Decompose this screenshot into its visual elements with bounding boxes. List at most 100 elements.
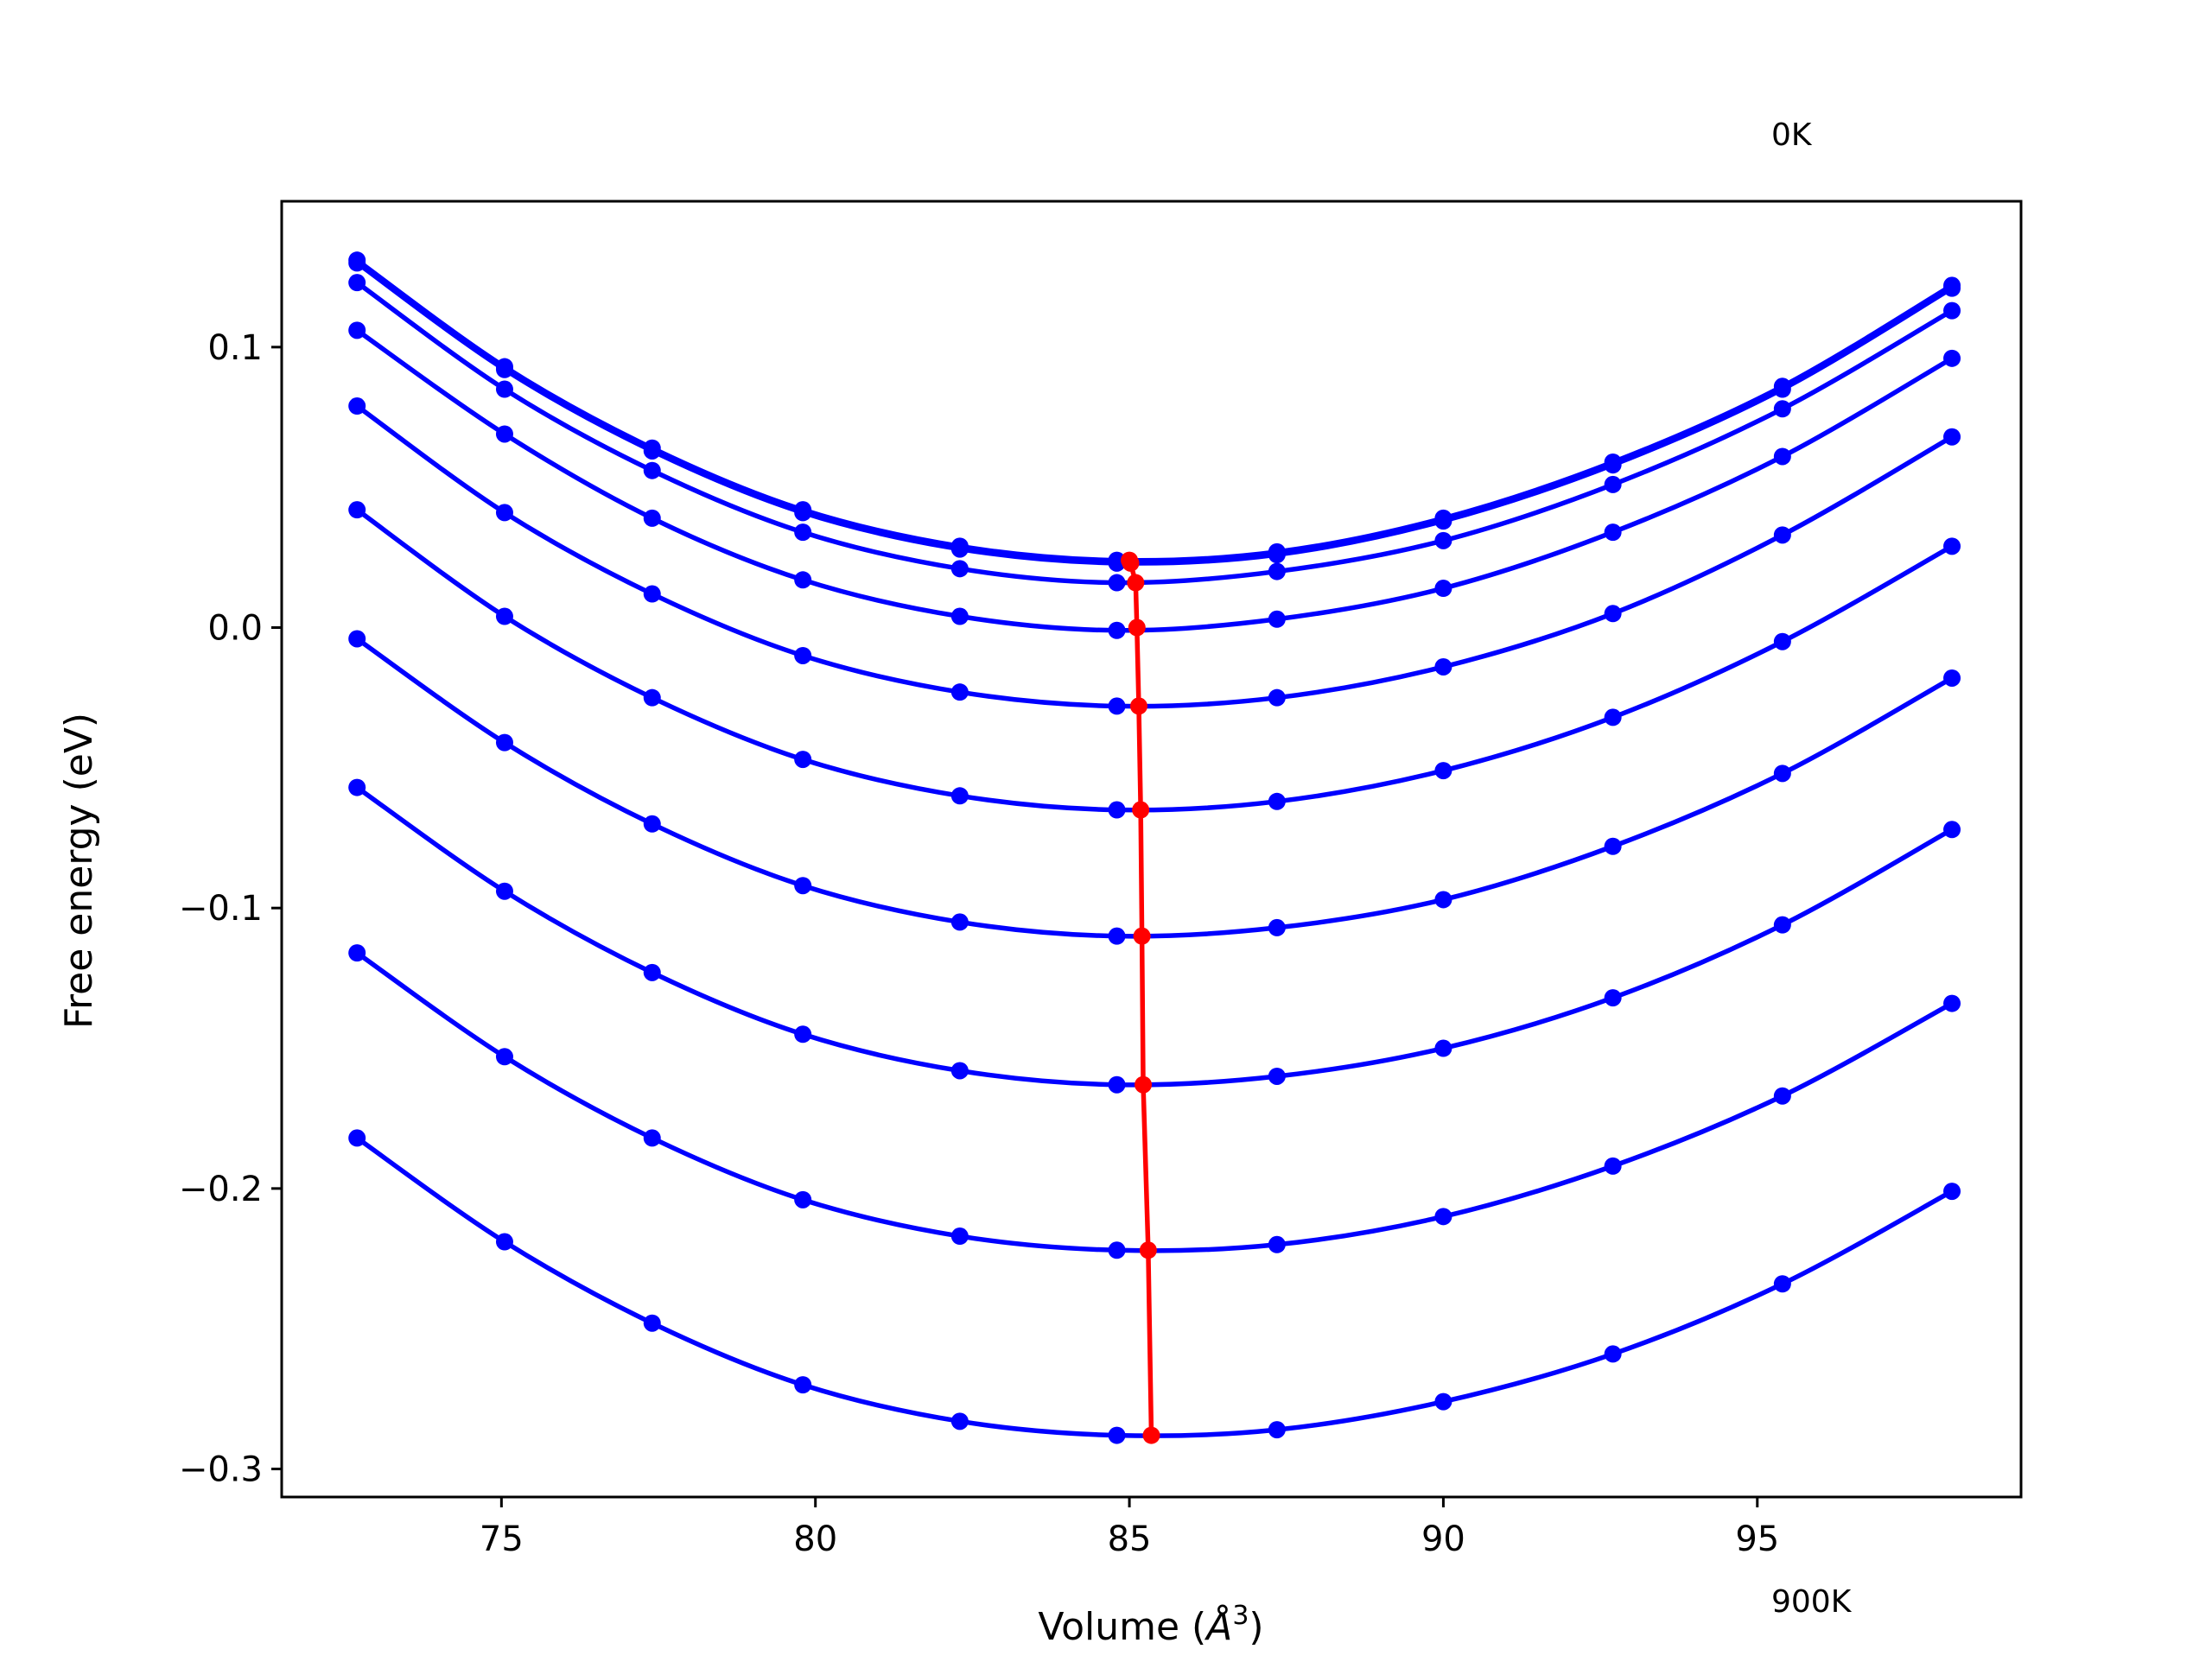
- series-line-500K: [355, 507, 1954, 813]
- data-point-600K-5: [1108, 927, 1126, 945]
- data-point-600K-8: [1604, 837, 1622, 855]
- data-point-600K-7: [1434, 891, 1452, 909]
- data-point-700K-6: [1268, 1067, 1286, 1085]
- data-point-200K-8: [1604, 475, 1622, 493]
- data-point-400K-9: [1773, 526, 1791, 544]
- data-point-900K-5: [1108, 1426, 1126, 1444]
- minimum-point-2: [1127, 574, 1145, 592]
- data-point-200K-7: [1434, 531, 1452, 549]
- data-point-500K-10: [1943, 537, 1961, 555]
- data-point-100K-9: [1773, 380, 1791, 398]
- data-point-600K-6: [1268, 918, 1286, 936]
- minimum-point-9: [1142, 1426, 1160, 1444]
- data-point-800K-8: [1604, 1157, 1622, 1175]
- data-point-900K-2: [643, 1314, 661, 1332]
- minimum-point-8: [1139, 1241, 1157, 1259]
- y-tick-label-3: −0.2: [179, 1170, 263, 1209]
- data-point-800K-5: [1108, 1241, 1126, 1259]
- data-point-200K-9: [1773, 400, 1791, 418]
- data-point-400K-7: [1434, 657, 1452, 676]
- data-point-400K-4: [950, 683, 969, 701]
- series-line-400K: [355, 403, 1954, 709]
- data-point-300K-4: [950, 607, 969, 625]
- data-point-400K-2: [643, 585, 661, 603]
- data-point-700K-2: [643, 963, 661, 981]
- data-point-700K-5: [1108, 1075, 1126, 1094]
- data-point-100K-1: [495, 360, 513, 378]
- data-point-100K-3: [794, 504, 812, 522]
- data-point-700K-7: [1434, 1039, 1452, 1057]
- annotation-900k: 900K: [1771, 1584, 1853, 1620]
- data-point-900K-9: [1773, 1275, 1791, 1293]
- x-tick-label-80: 80: [793, 1519, 837, 1559]
- minimum-point-7: [1135, 1075, 1153, 1094]
- y-axis-ticks: 0.1 0.0 −0.1 −0.2 −0.3: [179, 328, 282, 1490]
- data-point-500K-9: [1773, 632, 1791, 650]
- data-point-800K-6: [1268, 1235, 1286, 1253]
- data-point-700K-4: [950, 1062, 969, 1080]
- data-point-400K-10: [1943, 428, 1961, 446]
- data-point-400K-0: [348, 397, 366, 416]
- minima-line: [1121, 551, 1160, 1444]
- data-point-200K-6: [1268, 562, 1286, 580]
- data-point-500K-3: [794, 751, 812, 769]
- data-point-400K-3: [794, 646, 812, 664]
- data-point-100K-8: [1604, 456, 1622, 474]
- x-tick-label-85: 85: [1108, 1519, 1152, 1559]
- data-point-200K-0: [348, 274, 366, 292]
- minimum-point-5: [1132, 801, 1150, 819]
- data-point-900K-10: [1943, 1183, 1961, 1201]
- minimum-point-1: [1122, 554, 1140, 572]
- data-point-300K-9: [1773, 447, 1791, 466]
- y-axis-label: Free energy (eV): [57, 713, 101, 1029]
- data-point-200K-1: [495, 380, 513, 398]
- series-points: [348, 251, 1961, 1444]
- data-point-200K-10: [1943, 301, 1961, 320]
- data-point-600K-3: [794, 877, 812, 895]
- data-point-500K-2: [643, 688, 661, 707]
- y-tick-label-4: −0.3: [179, 1450, 263, 1490]
- data-point-700K-3: [794, 1025, 812, 1044]
- data-point-600K-9: [1773, 764, 1791, 783]
- data-point-200K-4: [950, 560, 969, 578]
- data-point-800K-3: [794, 1190, 812, 1208]
- data-point-100K-4: [950, 540, 969, 558]
- y-tick-label-0: 0.1: [207, 328, 263, 368]
- minimum-point-3: [1128, 618, 1146, 637]
- data-point-500K-4: [950, 787, 969, 805]
- data-point-100K-10: [1943, 279, 1961, 297]
- data-point-800K-9: [1773, 1087, 1791, 1105]
- data-point-300K-5: [1108, 621, 1126, 639]
- data-point-700K-10: [1943, 821, 1961, 839]
- data-point-500K-7: [1434, 762, 1452, 780]
- plot-frame: [280, 200, 2023, 1499]
- data-point-800K-1: [495, 1048, 513, 1066]
- data-point-100K-0: [348, 254, 366, 272]
- data-point-900K-3: [794, 1376, 812, 1394]
- data-point-800K-10: [1943, 994, 1961, 1012]
- data-point-900K-4: [950, 1412, 969, 1430]
- data-point-800K-7: [1434, 1208, 1452, 1226]
- data-point-600K-10: [1943, 669, 1961, 687]
- data-point-600K-4: [950, 913, 969, 931]
- data-point-300K-6: [1268, 610, 1286, 628]
- data-point-200K-2: [643, 461, 661, 479]
- data-point-300K-1: [495, 425, 513, 443]
- data-point-300K-0: [348, 321, 366, 339]
- data-point-500K-0: [348, 501, 366, 519]
- data-point-900K-1: [495, 1233, 513, 1251]
- x-axis-label: Volume (Å3): [1038, 1601, 1263, 1649]
- minima-polyline: [1127, 559, 1154, 1436]
- data-point-500K-8: [1604, 708, 1622, 726]
- data-point-400K-6: [1268, 688, 1286, 707]
- data-point-900K-8: [1604, 1345, 1622, 1363]
- x-axis-ticks: 75 80 85 90 95: [480, 1497, 1779, 1559]
- data-point-300K-10: [1943, 349, 1961, 367]
- data-point-100K-6: [1268, 546, 1286, 564]
- data-point-900K-6: [1268, 1421, 1286, 1439]
- x-tick-label-75: 75: [480, 1519, 524, 1559]
- data-point-300K-3: [794, 571, 812, 589]
- data-point-800K-4: [950, 1227, 969, 1246]
